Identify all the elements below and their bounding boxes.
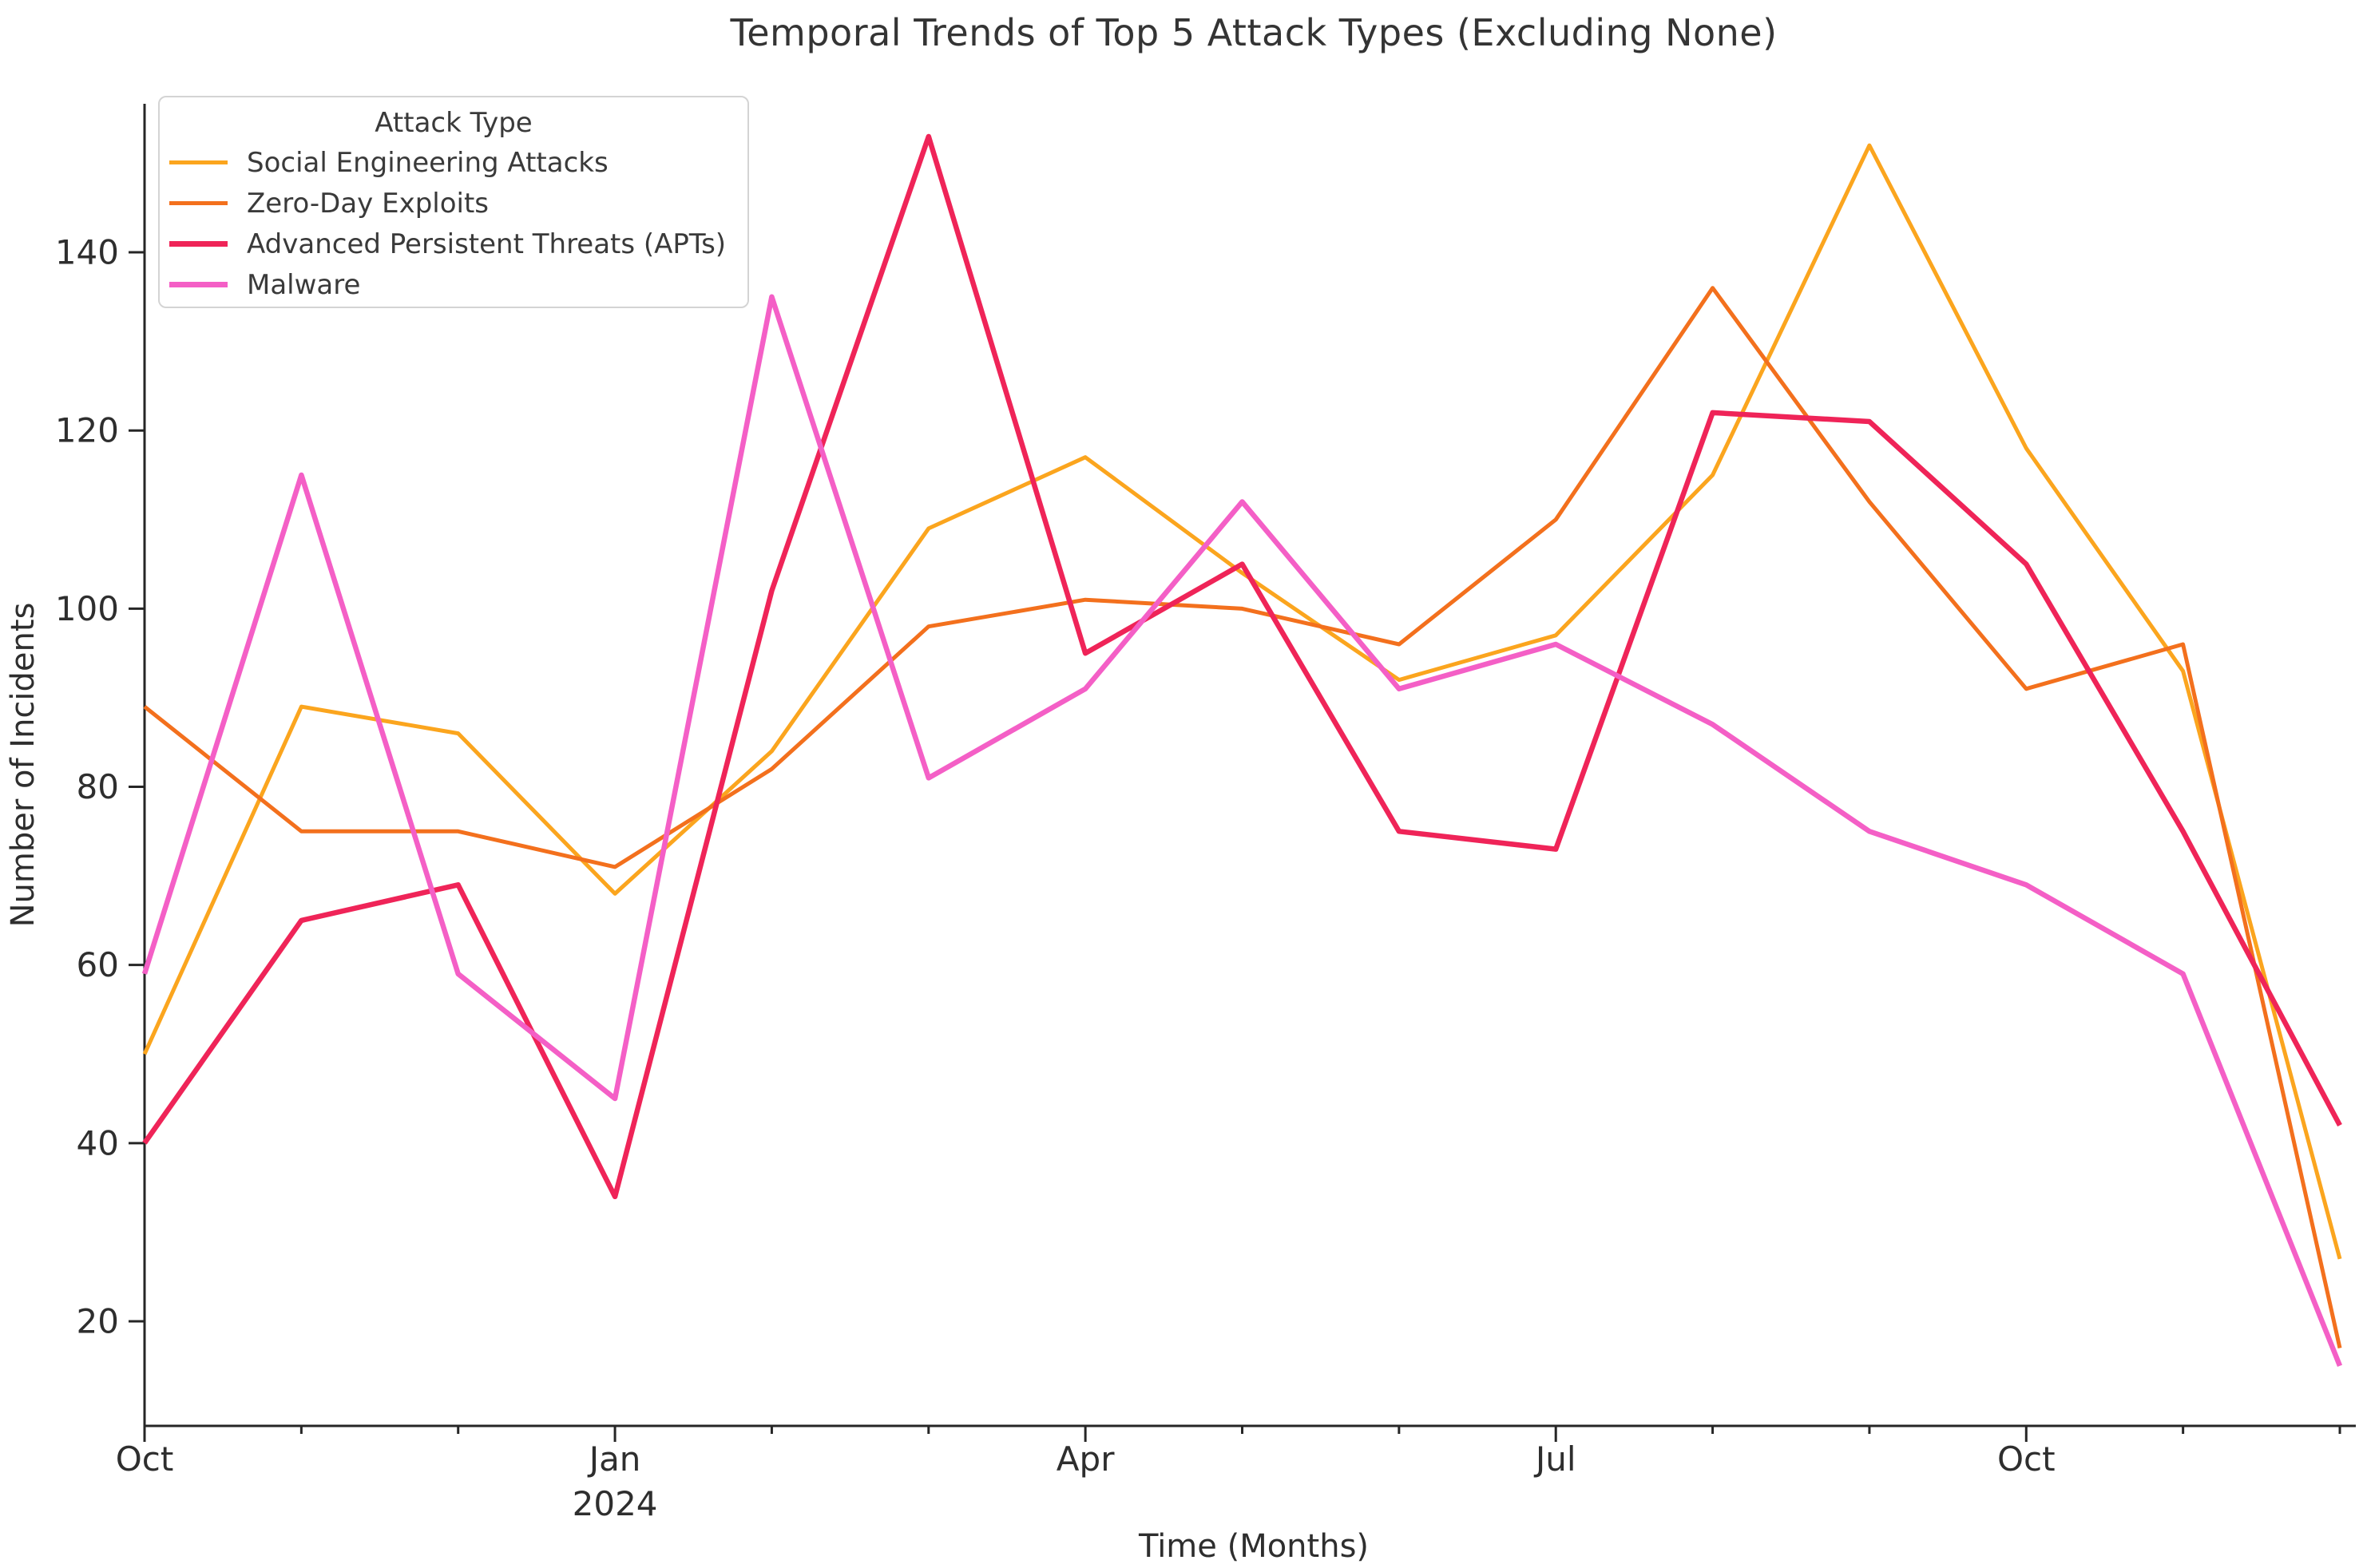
x-tick-label-oct-0: Oct: [116, 1439, 174, 1479]
y-tick-label-100: 100: [55, 589, 119, 628]
legend-item-social-engineering-attacks: Social Engineering Attacks: [160, 142, 747, 183]
chart-line-social-engineering-attacks: [142, 143, 2342, 1260]
y-tick-label-40: 40: [77, 1123, 119, 1162]
legend-item-advanced-persistent-threats-apts: Advanced Persistent Threats (APTs): [160, 224, 747, 264]
legend-item-zero-day-exploits: Zero-Day Exploits: [160, 183, 747, 224]
y-tick-label-20: 20: [77, 1302, 119, 1341]
x-axis-label: Time (Months): [1138, 1528, 1369, 1565]
y-tick-label-80: 80: [77, 767, 119, 806]
x-tick-label-jul-9: Jul: [1533, 1439, 1576, 1479]
y-tick-label-140: 140: [55, 233, 119, 272]
legend: Attack Type Social Engineering Attacks Z…: [158, 96, 749, 308]
x-tick-label-jan-3: Jan: [587, 1439, 641, 1479]
legend-swatch-advanced-persistent-threats-apts: [169, 241, 228, 247]
y-tick-label-120: 120: [55, 411, 119, 450]
legend-title: Attack Type: [375, 107, 533, 139]
legend-item-label: Zero-Day Exploits: [247, 187, 490, 220]
legend-swatch-social-engineering-attacks: [169, 160, 228, 164]
y-tick-label-60: 60: [77, 945, 119, 984]
legend-item-label: Advanced Persistent Threats (APTs): [247, 228, 727, 260]
legend-items: Social Engineering Attacks Zero-Day Expl…: [160, 142, 747, 305]
legend-item-label: Social Engineering Attacks: [247, 146, 609, 179]
y-axis-label: Number of Incidents: [5, 603, 42, 928]
chart-line-malware: [141, 294, 2343, 1368]
legend-item-label: Malware: [247, 268, 361, 301]
chart-line-zero-day-exploits: [143, 286, 2342, 1349]
x-tick-label-apr-6: Apr: [1057, 1439, 1115, 1479]
legend-item-malware: Malware: [160, 264, 747, 305]
legend-swatch-malware: [169, 282, 228, 287]
chart-title: Temporal Trends of Top 5 Attack Types (E…: [730, 11, 1778, 54]
x-tick-label-oct-12: Oct: [1997, 1439, 2056, 1479]
chart-line-advanced-persistent-threats-apts: [142, 133, 2342, 1200]
x-tick-year-label: 2024: [573, 1484, 658, 1523]
legend-swatch-zero-day-exploits: [169, 201, 228, 205]
